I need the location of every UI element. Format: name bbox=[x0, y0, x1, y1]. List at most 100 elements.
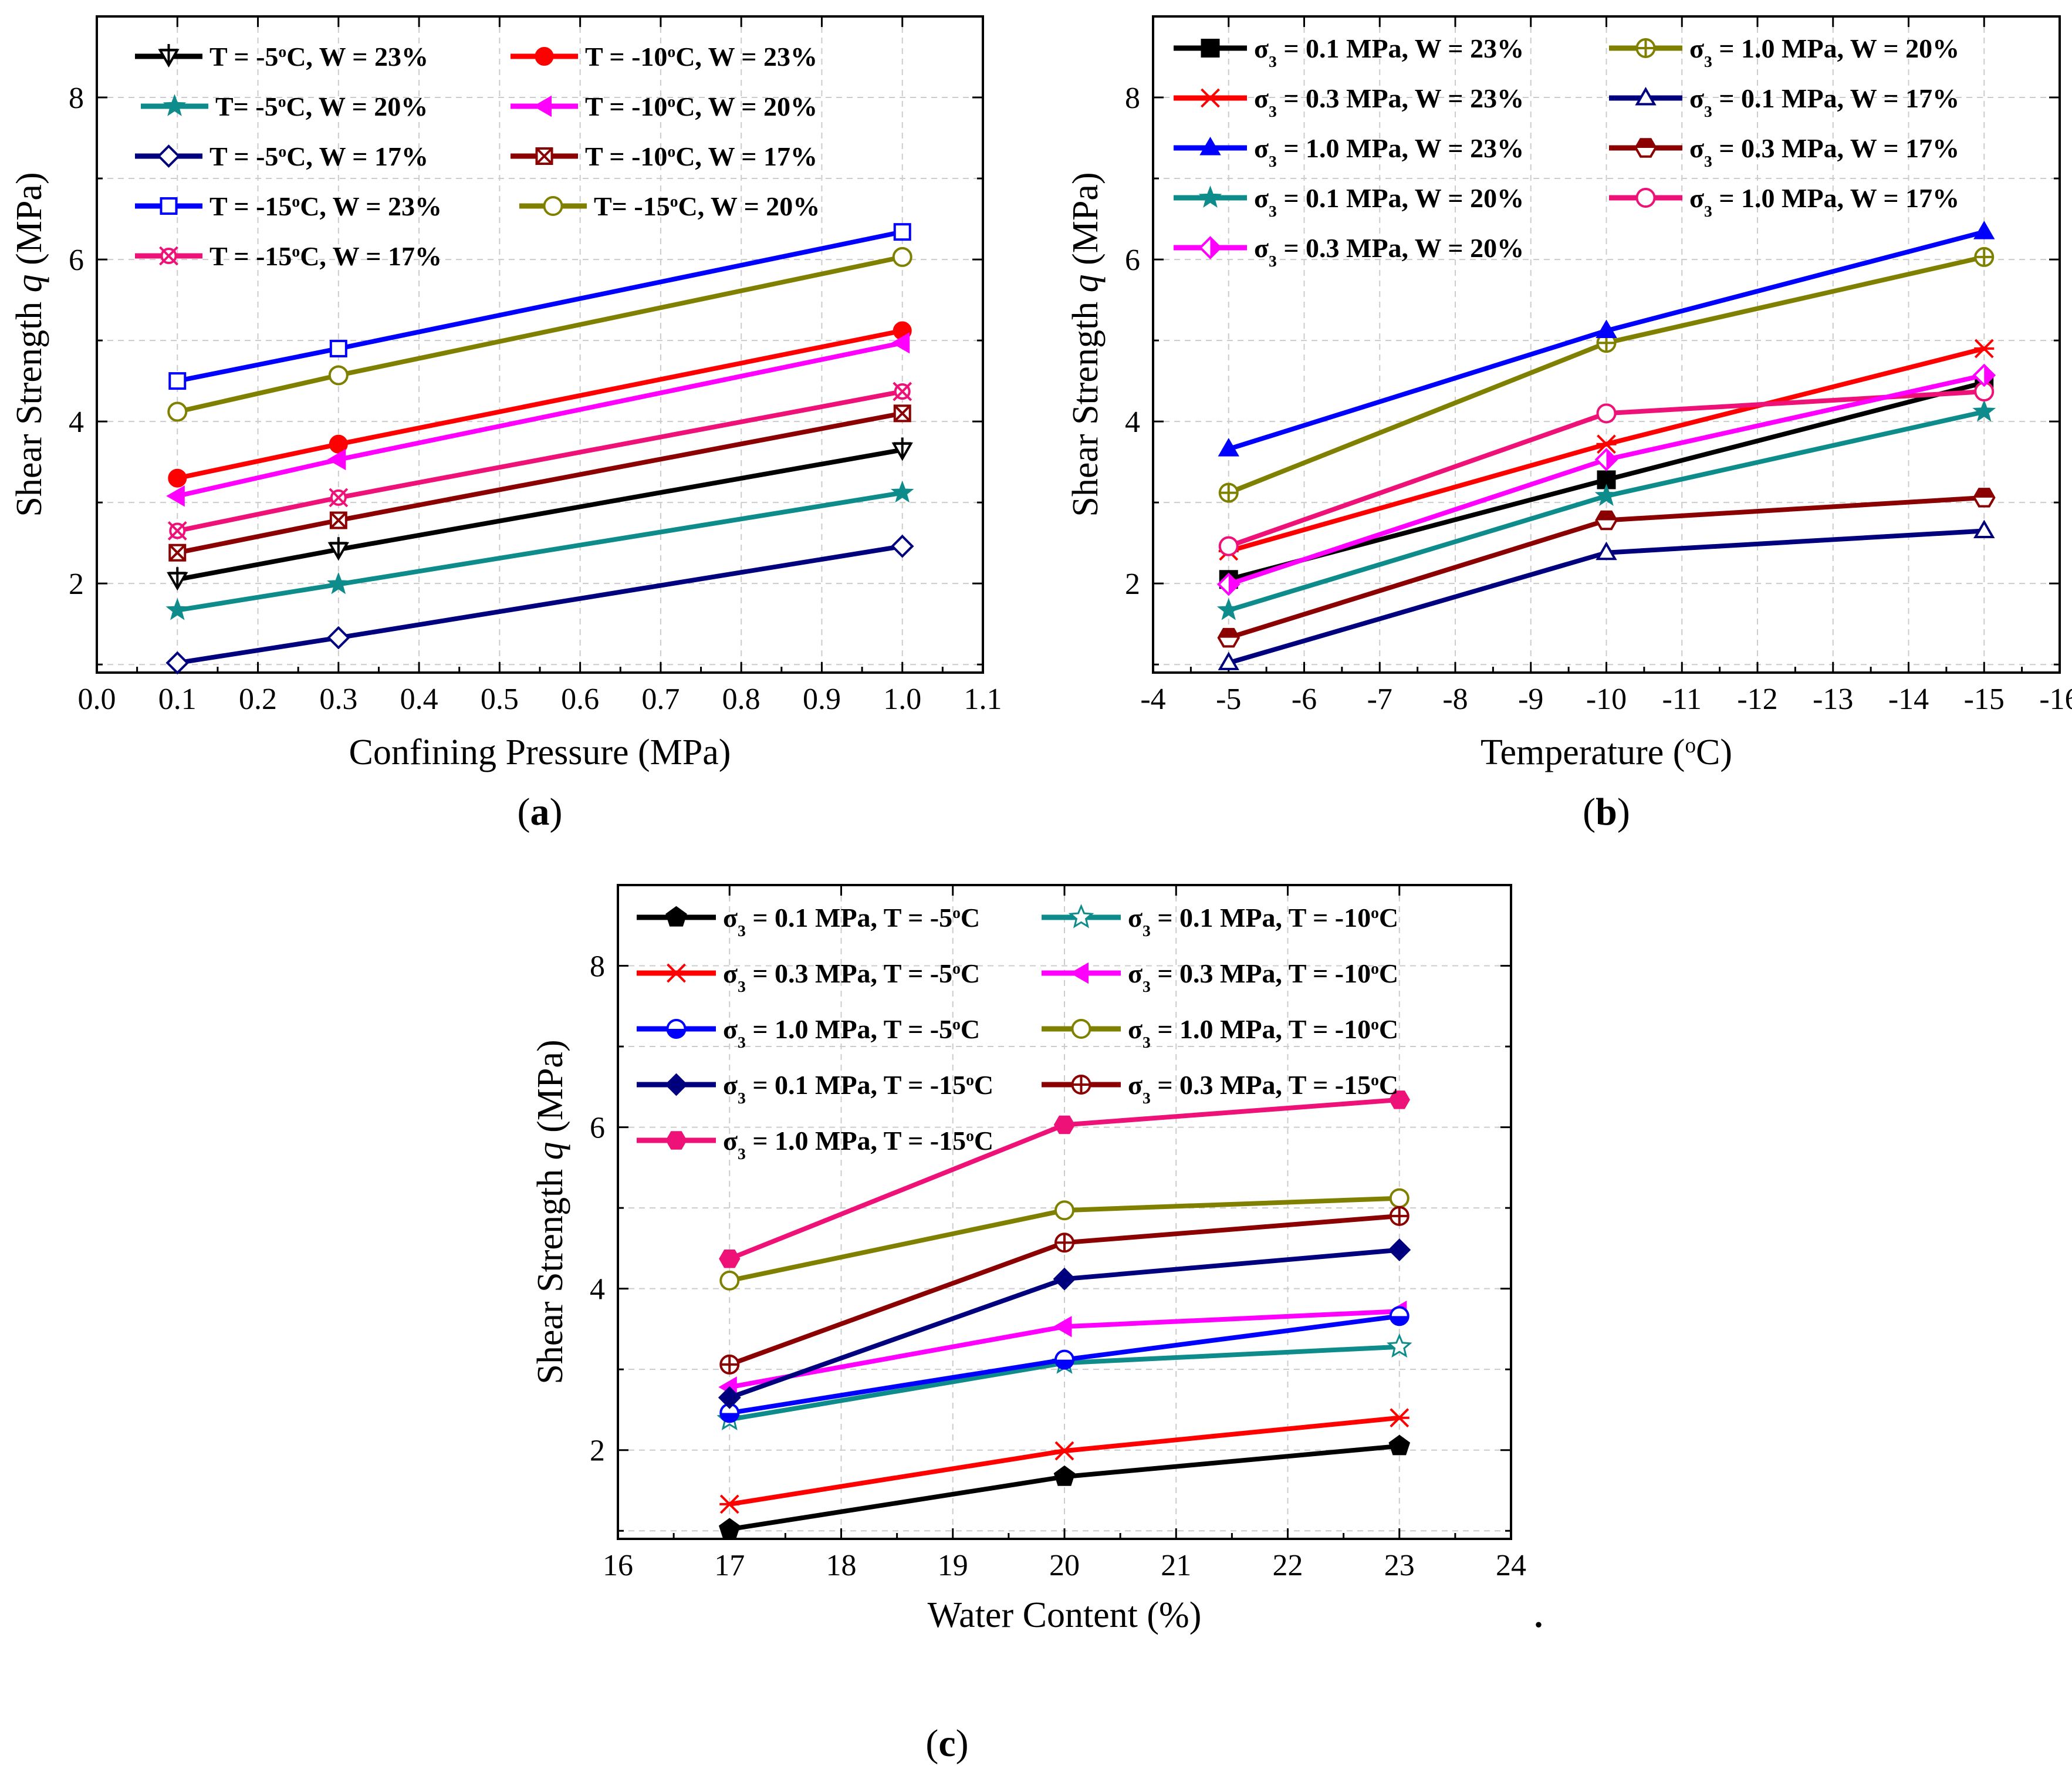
marker-shape bbox=[1635, 188, 1656, 208]
marker-shape bbox=[1071, 1019, 1091, 1039]
caption-paren: ) bbox=[1617, 791, 1630, 833]
series-1 bbox=[718, 1434, 1411, 1539]
marker-shape bbox=[168, 372, 187, 390]
data-point bbox=[167, 567, 188, 591]
text-span: T = -10 bbox=[585, 42, 667, 72]
text-span: = 0.1 MPa, W = 23% bbox=[1277, 33, 1524, 63]
x-tick-label: 0.9 bbox=[803, 683, 841, 716]
text-span: = 1.0 MPa, W = 17% bbox=[1712, 183, 1959, 213]
legend-label: T = -10oC, W = 23% bbox=[585, 42, 817, 72]
text-span: = 0.1 MPa, T = -5 bbox=[746, 903, 952, 933]
marker-stroke bbox=[536, 147, 553, 165]
sigma-symbol: σ bbox=[1689, 183, 1704, 213]
marker-fill bbox=[1974, 489, 1995, 498]
data-point bbox=[327, 448, 346, 471]
marker-fill bbox=[1596, 511, 1617, 521]
data-point bbox=[165, 597, 190, 620]
data-point bbox=[892, 247, 912, 267]
degree-sign: o bbox=[952, 1015, 961, 1033]
legend-label: σ3 = 1.0 MPa, W = 17% bbox=[1689, 183, 1959, 220]
data-point bbox=[1217, 627, 1241, 648]
text-span: T= -15 bbox=[594, 191, 670, 221]
data-point bbox=[168, 468, 187, 488]
legend-entry: T = -10oC, W = 20% bbox=[511, 92, 817, 121]
series-5 bbox=[719, 1306, 1409, 1423]
marker-shape bbox=[1054, 1200, 1074, 1221]
subscript-3: 3 bbox=[738, 1089, 746, 1107]
legend-entry: T = -15oC, W = 17% bbox=[135, 241, 442, 271]
data-point bbox=[329, 511, 347, 529]
legend-marker bbox=[533, 95, 552, 117]
x-tick-label: 0.0 bbox=[78, 683, 116, 716]
text-span: T= -5 bbox=[215, 92, 278, 121]
legend-marker bbox=[1198, 185, 1222, 208]
data-point bbox=[1972, 363, 1996, 387]
caption-paren: ( bbox=[518, 791, 530, 833]
sigma-symbol: σ bbox=[1689, 133, 1704, 163]
data-point bbox=[1596, 403, 1617, 424]
data-point bbox=[719, 1494, 740, 1514]
legend-marker bbox=[158, 44, 180, 68]
marker-shape bbox=[718, 1386, 741, 1409]
marker-stroke bbox=[159, 246, 178, 266]
data-point bbox=[1389, 1206, 1409, 1226]
data-point bbox=[1595, 510, 1618, 531]
subscript-3: 3 bbox=[738, 977, 746, 995]
marker-fill bbox=[1210, 238, 1221, 258]
marker-shape bbox=[1388, 1090, 1410, 1109]
marker-fill bbox=[667, 1029, 685, 1038]
caption-paren: ( bbox=[1583, 791, 1596, 833]
legend: σ3 = 0.1 MPa, T = -5oC σ3 = 0.1 MPa, T = … bbox=[637, 903, 1398, 1163]
legend-marker bbox=[1071, 1075, 1091, 1095]
legend-label: σ3 = 1.0 MPa, T = -15oC bbox=[723, 1126, 993, 1163]
y-label-text: Shear Strength bbox=[530, 1160, 570, 1384]
marker-shape bbox=[1388, 1434, 1411, 1456]
degree-sign: o bbox=[278, 42, 286, 60]
text-span: C, W = 17% bbox=[300, 241, 442, 271]
legend-label: σ3 = 0.3 MPa, W = 23% bbox=[1254, 83, 1524, 120]
data-point bbox=[1053, 1465, 1076, 1486]
sigma-symbol: σ bbox=[1254, 83, 1269, 113]
marker-shape bbox=[1973, 221, 1995, 239]
stray-period: . bbox=[1533, 1586, 1544, 1637]
marker-shape bbox=[1053, 1465, 1076, 1486]
data-point bbox=[1054, 1233, 1074, 1253]
sigma-symbol: σ bbox=[1254, 233, 1269, 263]
legend-marker bbox=[160, 197, 178, 215]
caption-letter: b bbox=[1596, 791, 1617, 833]
subscript-3: 3 bbox=[1269, 152, 1277, 170]
x-tick-label: 0.5 bbox=[481, 683, 519, 716]
marker-shape bbox=[1199, 137, 1221, 156]
marker-shape bbox=[665, 1131, 687, 1150]
series-4 bbox=[166, 332, 910, 507]
series-9 bbox=[1216, 363, 1996, 596]
text-span: C, W = 17% bbox=[675, 141, 817, 171]
caption-paren: ( bbox=[925, 1722, 938, 1765]
degree-sign: o bbox=[667, 92, 675, 110]
subscript-3: 3 bbox=[1269, 202, 1277, 220]
marker-shape bbox=[1596, 319, 1617, 338]
marker-shape bbox=[1594, 484, 1618, 507]
marker-shape bbox=[326, 626, 350, 650]
legend-entry: T = -5oC, W = 23% bbox=[135, 42, 428, 72]
marker-shape bbox=[167, 401, 188, 422]
data-point bbox=[893, 404, 911, 423]
y-label-text: Shear Strength bbox=[1066, 292, 1106, 516]
legend-label: σ3 = 0.3 MPa, T = -5oC bbox=[723, 958, 980, 995]
x-tick-label: -11 bbox=[1662, 683, 1702, 716]
legend: T = -5oC, W = 23% T = -10oC, W = 23% T= -5… bbox=[135, 42, 820, 271]
x-tick-label: 0.4 bbox=[400, 683, 438, 716]
marker-shape bbox=[1068, 904, 1094, 928]
series-7 bbox=[718, 1238, 1411, 1409]
legend-marker bbox=[665, 1131, 687, 1150]
data-point bbox=[168, 372, 187, 390]
text-span: T = -10 bbox=[585, 92, 667, 121]
data-point bbox=[1386, 1333, 1412, 1358]
legend-entry: T = -5oC, W = 17% bbox=[135, 141, 428, 171]
data-point bbox=[328, 365, 349, 386]
marker-shape bbox=[327, 448, 346, 471]
legend-marker bbox=[535, 147, 553, 165]
marker-shape bbox=[168, 468, 187, 488]
x-tick-label: 0.8 bbox=[722, 683, 760, 716]
x-tick-label: -12 bbox=[1737, 683, 1777, 716]
